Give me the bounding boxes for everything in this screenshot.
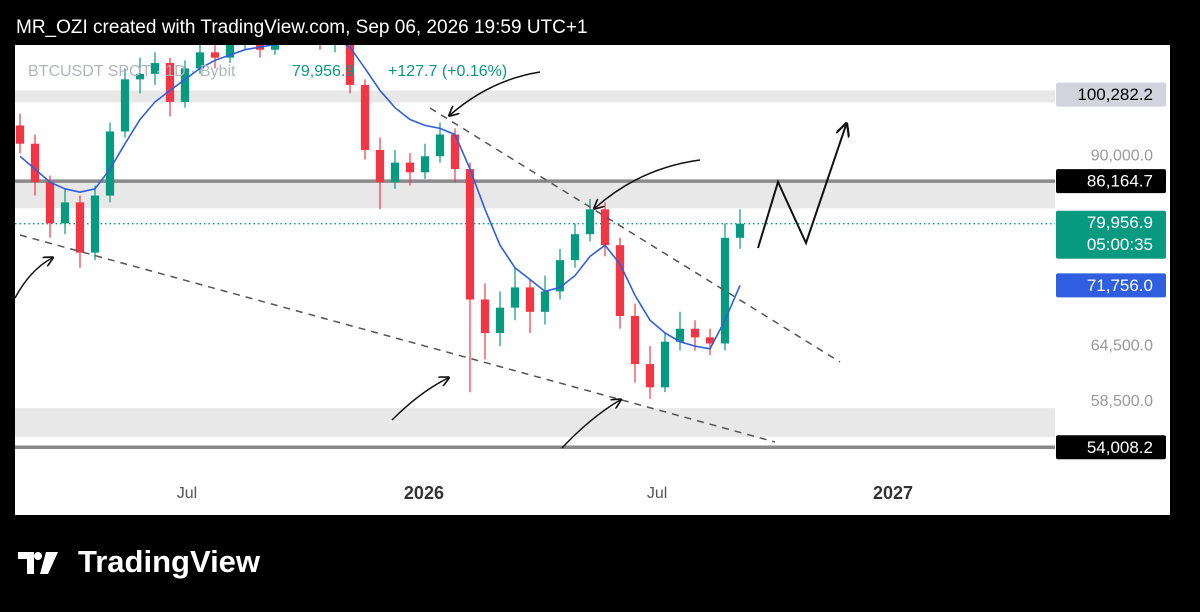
countdown: 05:00:35 [1087, 235, 1153, 254]
candle-body [360, 84, 370, 150]
candle-body [270, 45, 280, 50]
candle-body [540, 291, 550, 312]
candle-body [345, 45, 355, 85]
legend-price: 79,956.9 [292, 63, 354, 80]
trend-line [429, 107, 841, 363]
candle-body [435, 134, 445, 157]
candle-body [510, 287, 520, 308]
ma-label-box [1056, 273, 1166, 298]
candle-body [495, 307, 505, 334]
candle-body [60, 202, 70, 224]
candle-body [570, 234, 580, 261]
candle-body [390, 162, 400, 183]
candle-body [75, 202, 85, 253]
candle-body [90, 195, 100, 253]
last-price-box [1056, 210, 1166, 259]
candle-body [630, 316, 640, 365]
header-text: MR_OZI created with TradingView.com, Sep… [16, 17, 588, 38]
x-tick-label: 2026 [404, 483, 444, 503]
candle-body [735, 223, 745, 238]
candle-body [720, 237, 730, 344]
level-label: 54,008.2 [1087, 438, 1153, 457]
y-tick-label: 90,000.0 [1091, 147, 1153, 164]
arrow [561, 400, 620, 449]
candle-body [480, 299, 490, 334]
y-tick-label: 58,500.0 [1091, 393, 1153, 410]
logo-icon [18, 552, 58, 574]
candle-body [675, 328, 685, 342]
candle-body [405, 162, 415, 173]
candle-body [135, 73, 145, 80]
candle-body [15, 125, 25, 144]
level-label-box [1056, 435, 1166, 460]
candle-body [525, 287, 535, 312]
chart-panel [15, 45, 1170, 515]
x-tick-label: Jul [647, 485, 667, 502]
candle-body [660, 341, 670, 388]
zone [15, 408, 1055, 438]
candle-body [555, 260, 565, 292]
legend-change: +127.7 (+0.16%) [388, 63, 507, 80]
projection [757, 125, 846, 249]
candle-body [420, 156, 430, 173]
candle-body [150, 62, 160, 74]
candle-body [45, 182, 55, 224]
arrow [391, 378, 448, 421]
level-label: 86,164.7 [1087, 172, 1153, 191]
candle-body [195, 52, 205, 69]
candle-body [450, 134, 460, 170]
candle-body [615, 245, 625, 317]
moving-average [19, 45, 741, 350]
candle-body [645, 364, 655, 388]
level-label-box [1056, 169, 1166, 194]
candle-body [225, 45, 235, 58]
candle-body [120, 79, 130, 132]
candle-body [165, 62, 175, 102]
candle-body [180, 68, 190, 102]
drawings [14, 71, 846, 449]
symbol: BTCUSDT SPOT · 1D · Bybit [28, 63, 236, 80]
ma-label: 71,756.0 [1087, 276, 1153, 295]
x-tick-label: Jul [177, 485, 197, 502]
candle-body [105, 131, 115, 196]
footer-text: TradingView [78, 544, 261, 579]
candle-body [585, 209, 595, 235]
arrow [14, 258, 52, 299]
candle-body [375, 149, 385, 183]
arrow [450, 71, 541, 115]
candle-body [30, 143, 40, 183]
arrow [595, 159, 701, 208]
candle-body [705, 337, 715, 344]
candle-body [600, 209, 610, 246]
x-tick-label: 2027 [873, 483, 913, 503]
last-price-label: 79,956.9 [1087, 213, 1153, 232]
candle-body [210, 52, 220, 58]
zone [15, 181, 1055, 209]
candle-body [690, 328, 700, 338]
footer-logo: TradingView [18, 544, 261, 579]
y-tick-label: 64,500.0 [1091, 337, 1153, 354]
level-label-box [1056, 82, 1166, 107]
level-label: 100,282.2 [1077, 85, 1153, 104]
zone [15, 90, 1055, 103]
candle-body [465, 169, 475, 300]
trend-line [19, 234, 776, 443]
